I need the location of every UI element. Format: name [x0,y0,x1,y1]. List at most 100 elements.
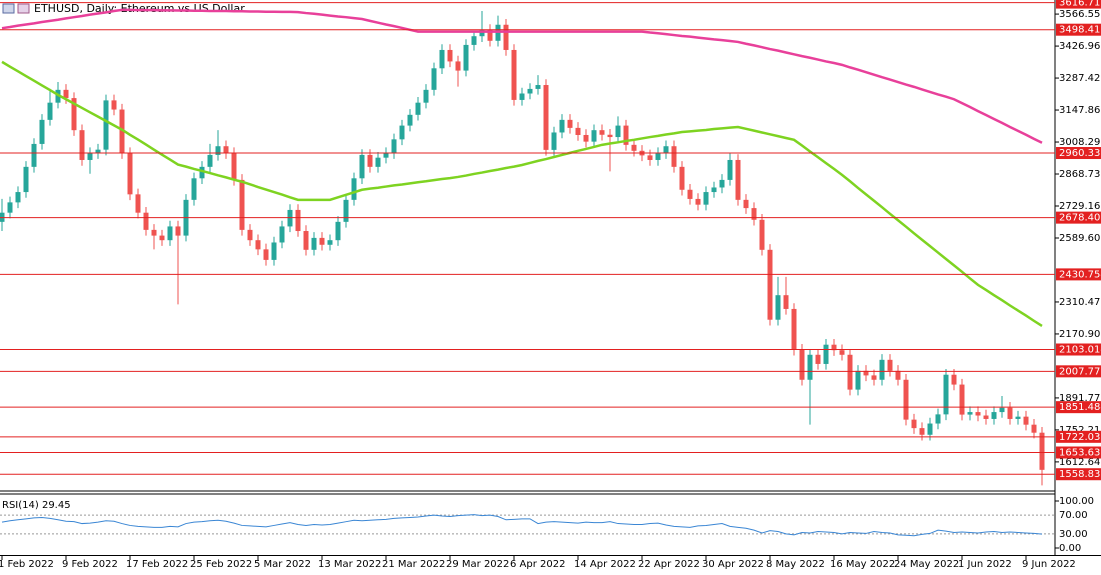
level-label-box [1056,365,1101,378]
x-tick-label: 21 Mar 2022 [382,559,445,570]
candle-body [439,49,445,69]
candle-body [175,226,181,236]
candle-body [959,384,965,415]
candle-body [767,249,773,320]
candle-body [1023,416,1029,425]
candle-body [839,350,845,355]
moving-average [1,60,1043,327]
candle-body [1015,416,1021,419]
level-label: 2678.403 [1059,213,1101,224]
rsi-tick-label: 0.00 [1059,543,1081,554]
candle-body [599,130,605,135]
rsi-tick-label: 30.00 [1059,529,1088,540]
candle-body [807,354,813,380]
candle-body [31,143,37,167]
y-tick-label: 3008.295 [1059,137,1101,148]
candle-body [727,159,733,180]
candle-body [247,229,253,241]
candle-body [399,125,405,140]
candle-body [271,242,277,260]
candle-body [391,139,397,154]
level-label-box [1056,401,1101,414]
candle-body [47,102,53,120]
candle-body [15,192,21,203]
x-tick-label: 24 May 2022 [894,559,959,570]
level-label-box [1056,147,1101,160]
candle-body [855,370,861,390]
candle-body [631,144,637,151]
candle-body [111,100,117,110]
candle-body [351,178,357,200]
candle-body [1031,424,1037,433]
candle-body [655,153,661,160]
candle-body [207,154,213,167]
candle-body [1039,432,1045,470]
candle-body [71,98,77,131]
candle-body [879,359,885,380]
chart-title: ETHUSD, Daily: Ethereum vs US Dollar [34,2,245,15]
candle-body [327,240,333,245]
candle-body [543,85,549,150]
level-label: 2103.014 [1059,345,1101,356]
candle-body [607,134,613,138]
x-tick-label: 9 Jun 2022 [1022,559,1076,570]
candle-body [967,412,973,415]
candle-body [135,194,141,213]
candle-body [919,428,925,435]
x-tick-label: 9 Feb 2022 [62,559,118,570]
x-tick-label: 13 Mar 2022 [318,559,381,570]
candle-body [567,119,573,128]
candle-body [927,423,933,435]
x-tick-label: 1 Feb 2022 [0,559,54,570]
level-label-box [1056,430,1101,443]
level-label: 3498.419 [1059,25,1101,36]
candle-body [407,114,413,126]
x-tick-label: 16 May 2022 [830,559,895,570]
candle-body [623,125,629,145]
candle-body [615,125,621,138]
candle-body [215,146,221,155]
y-tick-label: 3566.555 [1059,9,1101,20]
level-label-box [1056,211,1101,224]
candle-body [503,24,509,50]
candle-body [103,100,109,150]
candle-body [791,308,797,350]
level-label: 2960.330 [1059,148,1101,159]
level-label: 2430.754 [1059,269,1101,280]
rsi-tick-label: 100.00 [1059,496,1094,507]
candle-body [1007,407,1013,419]
candle-body [743,199,749,209]
candle-body [191,178,197,200]
x-tick-label: 5 Mar 2022 [254,559,311,570]
candle-body [823,344,829,364]
level-label-box [1056,268,1101,281]
candle-body [551,132,557,150]
candle-body [255,240,261,250]
candle-body [887,359,893,371]
candle-body [511,49,517,100]
y-tick-label: 2170.905 [1059,329,1101,340]
candle-body [527,88,533,94]
candle-body [423,89,429,103]
icon [17,3,30,14]
candle-body [815,354,821,364]
candle-body [519,93,525,100]
candle-body [895,370,901,380]
candle-body [751,208,757,220]
candle-body [479,30,485,37]
candle-body [719,179,725,188]
x-tick-label: 17 Feb 2022 [126,559,188,570]
candle-body [759,219,765,250]
candle-body [359,154,365,179]
candle-body [303,231,309,250]
y-tick-label: 2589.600 [1059,233,1101,244]
candle-body [447,49,453,62]
candle-body [663,146,669,154]
y-tick-label: 1612.645 [1059,457,1101,468]
candle-body [159,235,165,241]
candle-body [831,344,837,351]
candle-body [975,412,981,416]
x-tick-label: 14 Apr 2022 [574,559,636,570]
candle-body [783,295,789,309]
candle-body [687,189,693,199]
